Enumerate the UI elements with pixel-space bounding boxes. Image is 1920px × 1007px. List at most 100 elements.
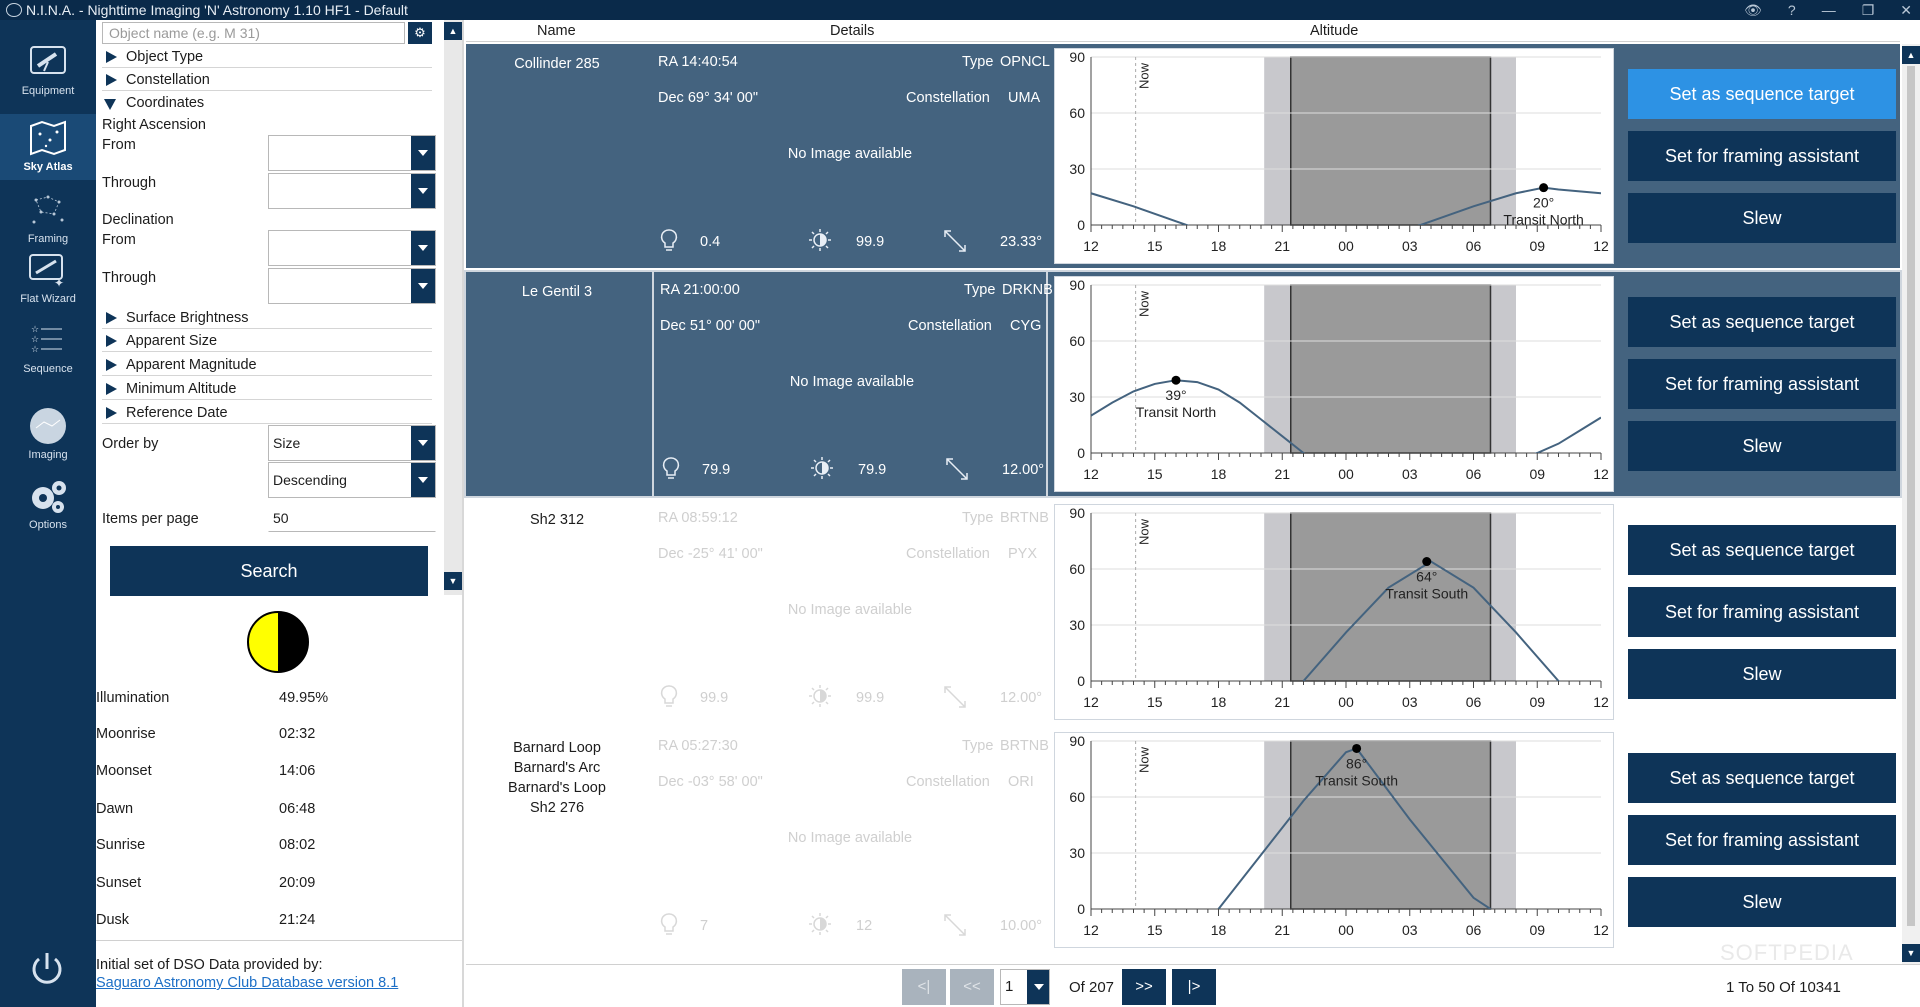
pagination: <| << 1 Of 207 >> |> 1 To 50 Of 10341 — [466, 964, 1920, 1007]
nav-options[interactable]: Options — [0, 472, 96, 542]
filter-apparent-magnitude[interactable]: Apparent Magnitude — [102, 354, 432, 376]
slew-button[interactable]: Slew — [1628, 193, 1896, 243]
y-tick-label: 60 — [1069, 333, 1085, 349]
moon-row-dawn: Dawn 06:48 — [96, 801, 462, 817]
first-page-button[interactable]: <| — [902, 969, 946, 1005]
ra-through-select[interactable] — [268, 173, 436, 209]
scroll-down-icon[interactable]: ▼ — [444, 572, 462, 590]
object-name: Barnard's Loop — [508, 780, 606, 796]
column-altitude[interactable]: Altitude — [1310, 23, 1359, 39]
nav-imaging[interactable]: Imaging — [0, 402, 96, 472]
set-framing-assistant-button[interactable]: Set for framing assistant — [1628, 131, 1896, 181]
column-details[interactable]: Details — [830, 23, 875, 39]
maximize-icon[interactable]: ❐ — [1861, 1, 1875, 18]
x-tick-label: 18 — [1211, 694, 1227, 710]
slew-button[interactable]: Slew — [1628, 421, 1896, 471]
set-framing-assistant-button[interactable]: Set for framing assistant — [1628, 587, 1896, 637]
prev-page-button[interactable]: << — [950, 969, 994, 1005]
scroll-up-icon[interactable]: ▲ — [444, 22, 462, 40]
chevron-down-icon[interactable] — [411, 269, 435, 303]
moon-row-sunrise: Sunrise 08:02 — [96, 837, 462, 853]
panel-divider[interactable] — [462, 20, 464, 1007]
moon-row-moonset: Moonset 14:06 — [96, 763, 462, 779]
chevron-down-icon[interactable] — [411, 463, 435, 497]
x-tick-label: 12 — [1593, 466, 1609, 482]
type-value: BRTNB — [1000, 510, 1049, 526]
filter-scrollbar[interactable]: ▲ ▼ — [444, 20, 462, 595]
power-icon[interactable] — [28, 950, 66, 988]
chevron-down-icon[interactable] — [411, 231, 435, 265]
filter-constellation[interactable]: Constellation — [102, 69, 432, 91]
slew-button[interactable]: Slew — [1628, 649, 1896, 699]
column-name[interactable]: Name — [537, 23, 576, 39]
scrollbar-thumb[interactable] — [1907, 66, 1915, 926]
nav-framing[interactable]: Framing — [0, 186, 96, 256]
search-settings-icon[interactable]: ⚙ — [408, 22, 432, 44]
set-sequence-target-button[interactable]: Set as sequence target — [1628, 297, 1896, 347]
type-label: Type — [964, 282, 996, 298]
ra-from-select[interactable] — [268, 135, 436, 171]
filter-minimum-altitude[interactable]: Minimum Altitude — [102, 378, 432, 400]
minimize-icon[interactable]: — — [1821, 2, 1836, 18]
chevron-down-icon[interactable] — [411, 174, 435, 208]
watermark: SOFTPEDIA — [1720, 940, 1854, 965]
filter-apparent-size[interactable]: Apparent Size — [102, 330, 432, 352]
nav-equipment[interactable]: Equipment — [0, 38, 96, 108]
result-row[interactable]: Sh2 312 RA 08:59:12 Dec -25° 41' 00" Type BR… — [466, 500, 1900, 724]
altitude-line — [1302, 560, 1561, 681]
set-framing-assistant-button[interactable]: Set for framing assistant — [1628, 815, 1896, 865]
dec-from-select[interactable] — [268, 230, 436, 266]
nav-sky-atlas[interactable]: Sky Atlas — [0, 114, 96, 180]
set-sequence-target-button[interactable]: Set as sequence target — [1628, 525, 1896, 575]
nav-sequence[interactable]: ☆ ☆ ☆ Sequence — [0, 316, 96, 386]
help-icon[interactable]: ? — [1787, 2, 1796, 18]
nav-label: Sky Atlas — [23, 161, 73, 173]
object-name-input[interactable]: Object name (e.g. M 31) — [102, 22, 405, 44]
chevron-down-icon[interactable] — [411, 426, 435, 460]
items-per-page-input[interactable]: 50 — [268, 504, 436, 532]
slew-button[interactable]: Slew — [1628, 877, 1896, 927]
result-row[interactable]: Collinder 285 RA 14:40:54 Dec 69° 34' 00" T… — [466, 44, 1900, 268]
credits-link[interactable]: Saguaro Astronomy Club Database version … — [96, 975, 399, 991]
collapse-icon — [104, 99, 116, 110]
filter-surface-brightness[interactable]: Surface Brightness — [102, 307, 432, 329]
dec-through-select[interactable] — [268, 268, 436, 304]
chevron-down-icon[interactable] — [411, 136, 435, 170]
order-by-select[interactable]: Size — [268, 425, 436, 461]
eye-icon[interactable]: 👁 — [1744, 1, 1762, 18]
page-select[interactable]: 1 — [1000, 969, 1050, 1005]
filter-coordinates[interactable]: Coordinates — [102, 92, 432, 114]
scroll-down-icon[interactable]: ▼ — [1902, 944, 1920, 962]
search-button[interactable]: Search — [110, 546, 428, 596]
gear-icon — [26, 476, 70, 516]
set-sequence-target-button[interactable]: Set as sequence target — [1628, 69, 1896, 119]
moon-row-dusk: Dusk 21:24 — [96, 912, 462, 928]
x-tick-label: 12 — [1083, 466, 1099, 482]
action-buttons: Set as sequence target Set for framing as… — [1628, 500, 1900, 724]
set-sequence-target-button[interactable]: Set as sequence target — [1628, 753, 1896, 803]
altitude-chart: 0 30 60 90 12 15 18 21 00 03 06 09 12 Now 86° Transit S… — [1054, 732, 1614, 948]
y-tick-label: 30 — [1069, 389, 1085, 405]
result-row[interactable]: Le Gentil 3 RA 21:00:00 Dec 51° 00' 00" Typ… — [464, 270, 1902, 498]
results-scrollbar[interactable]: ▲ ▼ — [1902, 44, 1920, 964]
sequence-icon: ☆ ☆ ☆ — [26, 320, 70, 360]
filter-object-type[interactable]: Object Type — [102, 46, 432, 68]
nav-label: Imaging — [28, 449, 68, 461]
close-icon[interactable]: ✕ — [1900, 1, 1912, 18]
night-band — [1290, 284, 1492, 454]
scroll-up-icon[interactable]: ▲ — [1902, 46, 1920, 64]
lightbulb-icon — [660, 913, 678, 935]
constellation-value: ORI — [1008, 774, 1034, 790]
size-arrows-icon — [944, 230, 966, 252]
next-page-button[interactable]: >> — [1122, 969, 1166, 1005]
ra-from-label: From — [102, 137, 136, 153]
window-title: N.I.N.A. - Nighttime Imaging 'N' Astrono… — [26, 2, 408, 18]
order-direction-select[interactable]: Descending — [268, 462, 436, 498]
filter-reference-date[interactable]: Reference Date — [102, 402, 432, 424]
chevron-down-icon[interactable] — [1027, 970, 1049, 1004]
result-row[interactable]: Barnard Loop Barnard's Arc Barnard's Loop S… — [466, 728, 1900, 952]
nav-flat-wizard[interactable]: ✦ Flat Wizard — [0, 246, 96, 316]
object-details: RA 21:00:00 Dec 51° 00' 00" Type DRKNB Const… — [652, 272, 1053, 496]
set-framing-assistant-button[interactable]: Set for framing assistant — [1628, 359, 1896, 409]
last-page-button[interactable]: |> — [1172, 969, 1216, 1005]
